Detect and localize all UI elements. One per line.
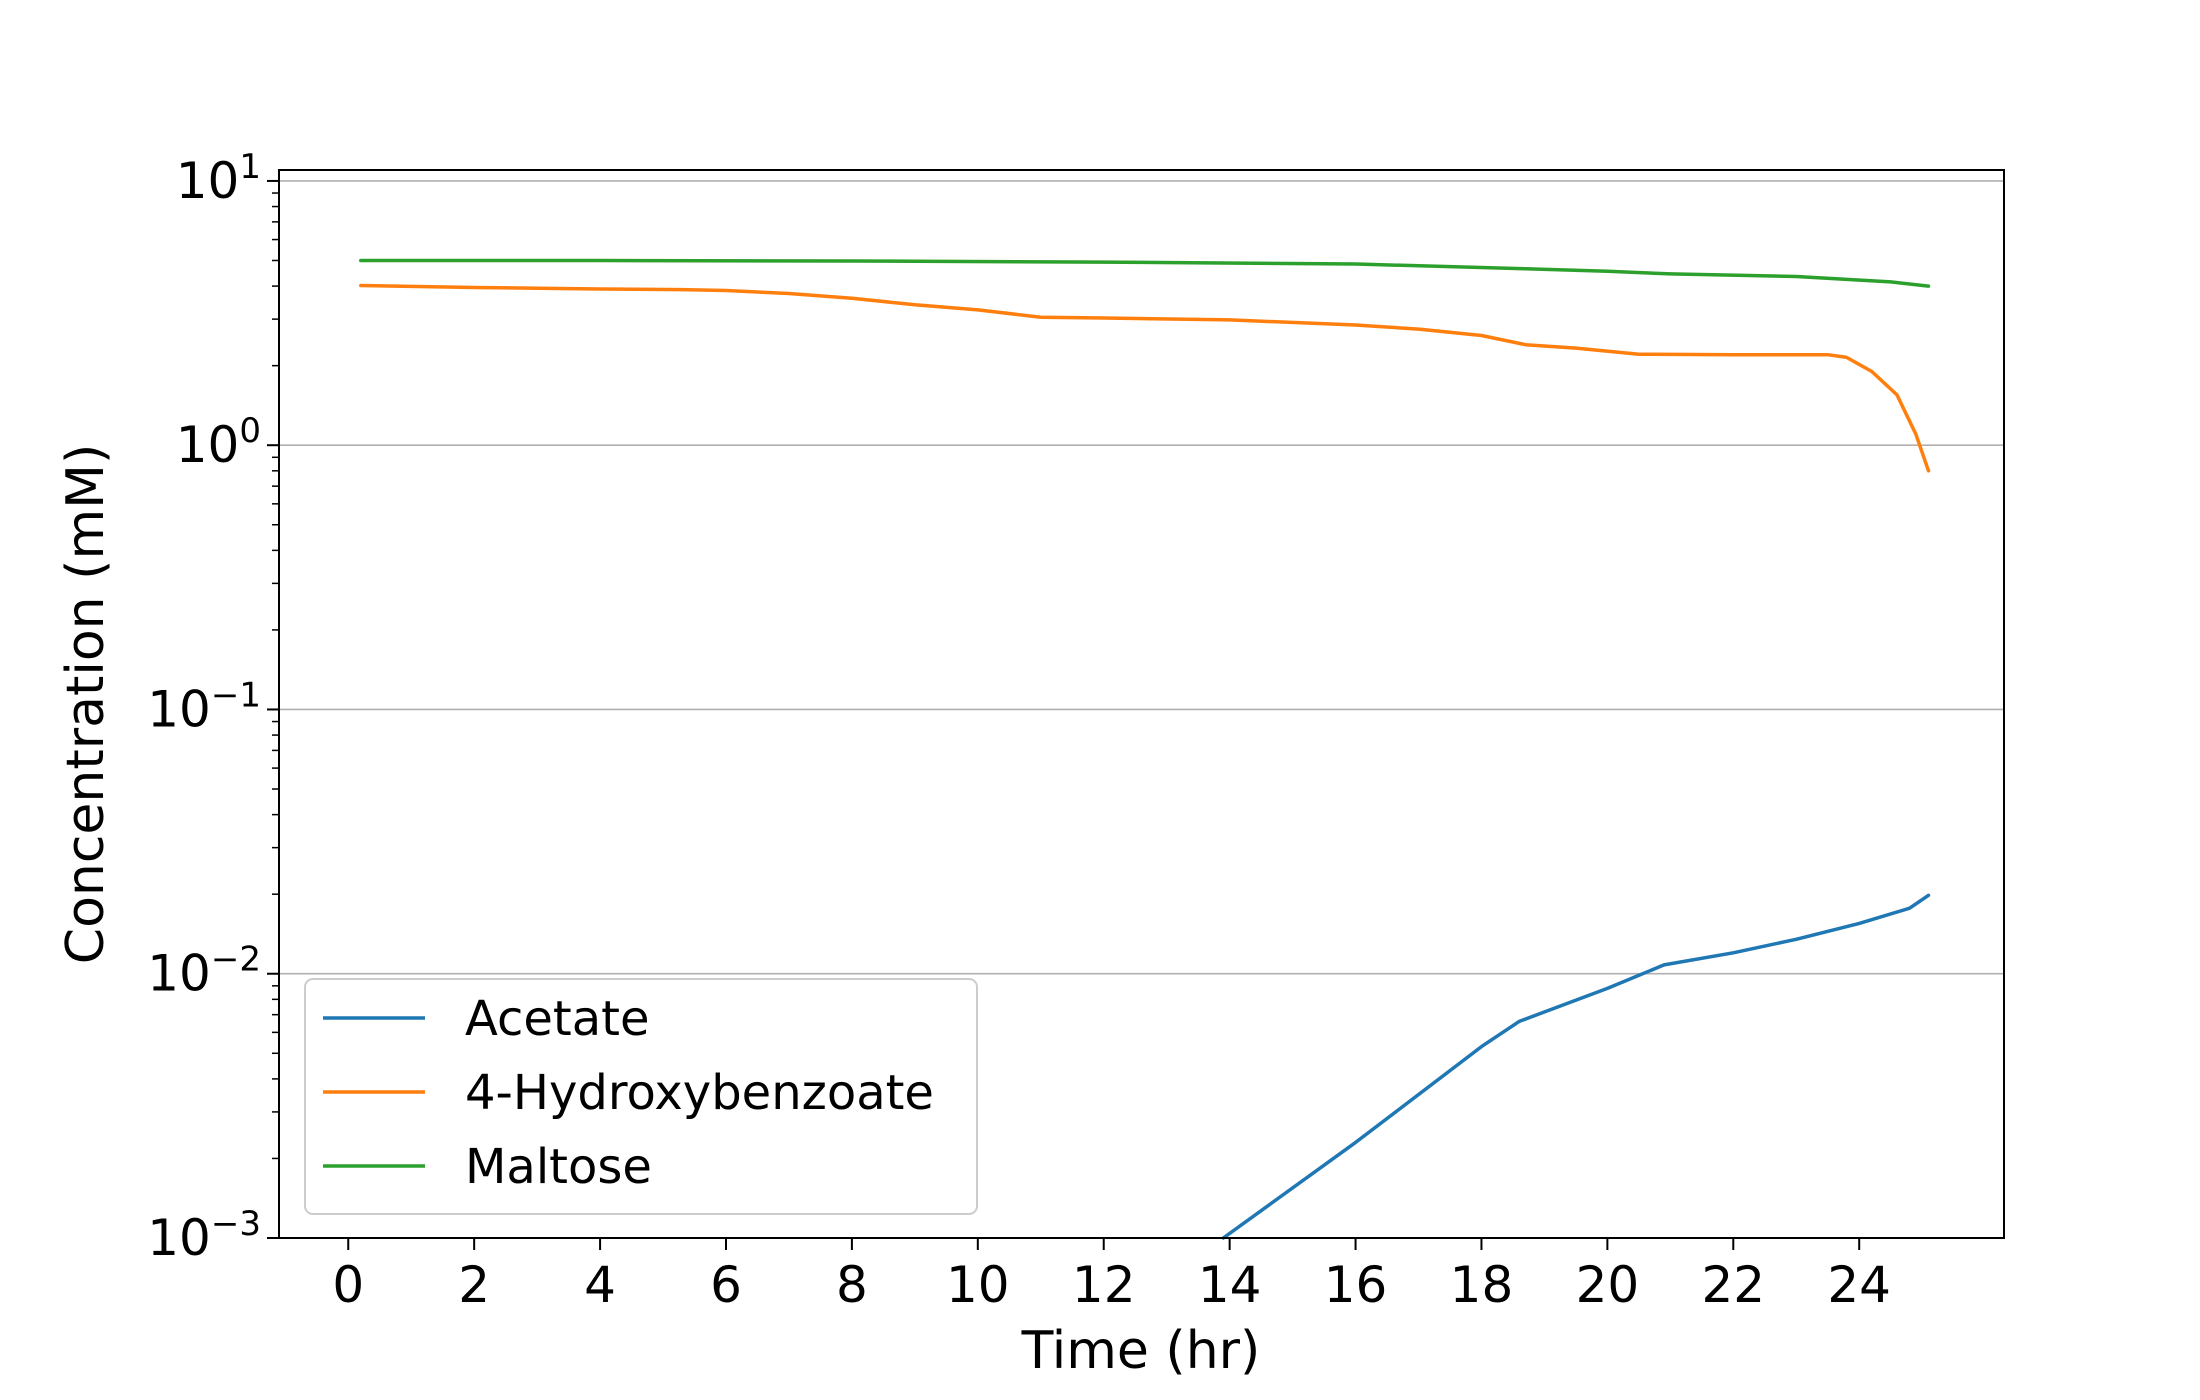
x-tick-label: 14 bbox=[1198, 1256, 1262, 1314]
legend: Acetate 4-Hydroxybenzoate Maltose bbox=[304, 978, 978, 1215]
x-tick-label: 22 bbox=[1701, 1256, 1765, 1314]
legend-box bbox=[304, 978, 978, 1215]
plot-frame bbox=[278, 169, 2005, 1239]
x-tick-label: 0 bbox=[332, 1256, 364, 1314]
x-axis: 0 2 4 6 8 10 12 14 16 18 20 22 24 bbox=[332, 1238, 1891, 1314]
series-line bbox=[359, 283, 1931, 473]
x-tick-label: 20 bbox=[1576, 1256, 1640, 1314]
series-line bbox=[1221, 893, 1931, 1240]
x-tick-label: 18 bbox=[1450, 1256, 1514, 1314]
x-tick-label: 8 bbox=[836, 1256, 868, 1314]
y-axis-title: Concentration (mM) bbox=[56, 444, 116, 964]
x-tick-label: 24 bbox=[1827, 1256, 1891, 1314]
legend-label: Maltose bbox=[465, 1139, 652, 1195]
x-tick-label: 12 bbox=[1072, 1256, 1136, 1314]
y-tick-label: 10−1 bbox=[147, 675, 261, 738]
series-lines bbox=[359, 258, 1931, 1240]
y-tick-label: 10−2 bbox=[147, 940, 261, 1003]
y-axis: 10−3 10−2 10−1 100 101 bbox=[147, 147, 279, 1267]
x-tick-label: 10 bbox=[946, 1256, 1010, 1314]
series-line bbox=[359, 258, 1931, 288]
legend-label: Acetate bbox=[465, 991, 650, 1047]
x-tick-label: 16 bbox=[1324, 1256, 1388, 1314]
x-tick-label: 6 bbox=[710, 1256, 742, 1314]
x-tick-label: 4 bbox=[584, 1256, 616, 1314]
y-tick-label: 101 bbox=[176, 147, 261, 210]
x-axis-title: Time (hr) bbox=[1021, 1321, 1261, 1381]
legend-label: 4-Hydroxybenzoate bbox=[465, 1065, 934, 1121]
y-tick-label: 100 bbox=[176, 411, 261, 474]
y-tick-label: 10−3 bbox=[147, 1204, 261, 1267]
x-tick-label: 2 bbox=[458, 1256, 490, 1314]
